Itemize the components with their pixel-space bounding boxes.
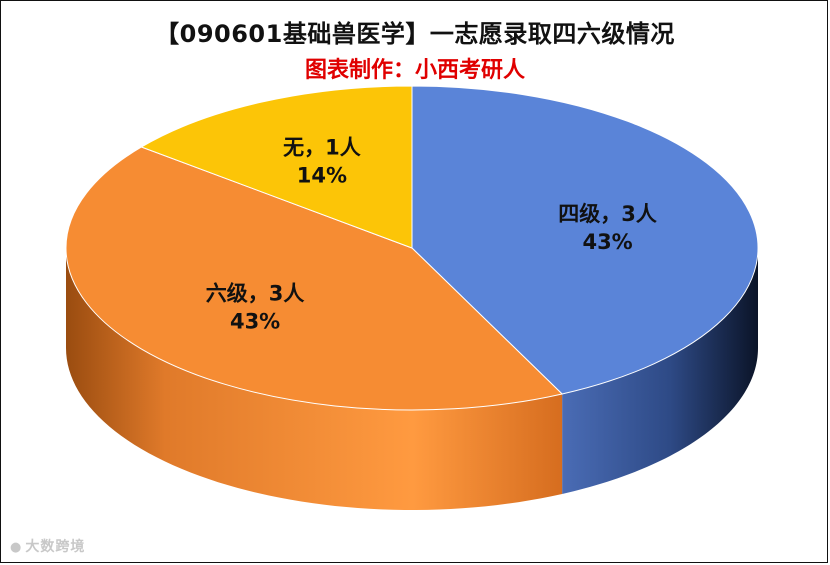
slice-count-label: 六级，3人	[206, 282, 305, 306]
slice-count-label: 四级，3人	[558, 202, 657, 226]
pie-slice-六级	[65, 146, 564, 411]
chart-title: 【090601基础兽医学】一志愿录取四六级情况	[155, 20, 675, 48]
pie-slice-四级	[411, 85, 759, 395]
slice-percent-label: 43%	[582, 230, 632, 254]
pie-tops	[65, 85, 759, 411]
pie-side-0	[562, 248, 758, 494]
pie-slice-无	[140, 85, 413, 249]
pie-labels: 四级，3人 43% 六级，3人 43% 无，1人 14%	[206, 135, 657, 333]
pie-side-1	[66, 248, 563, 510]
slice-count-label: 无，1人	[283, 135, 361, 159]
watermark-text: 大数跨境	[25, 539, 86, 555]
slice-percent-label: 14%	[297, 163, 347, 187]
pie-sides	[66, 248, 758, 510]
chart-subtitle: 图表制作：小西考研人	[304, 58, 525, 83]
slice-percent-label: 43%	[230, 310, 280, 334]
watermark: ● 大数跨境	[10, 536, 85, 556]
weibo-icon: ●	[10, 540, 23, 555]
